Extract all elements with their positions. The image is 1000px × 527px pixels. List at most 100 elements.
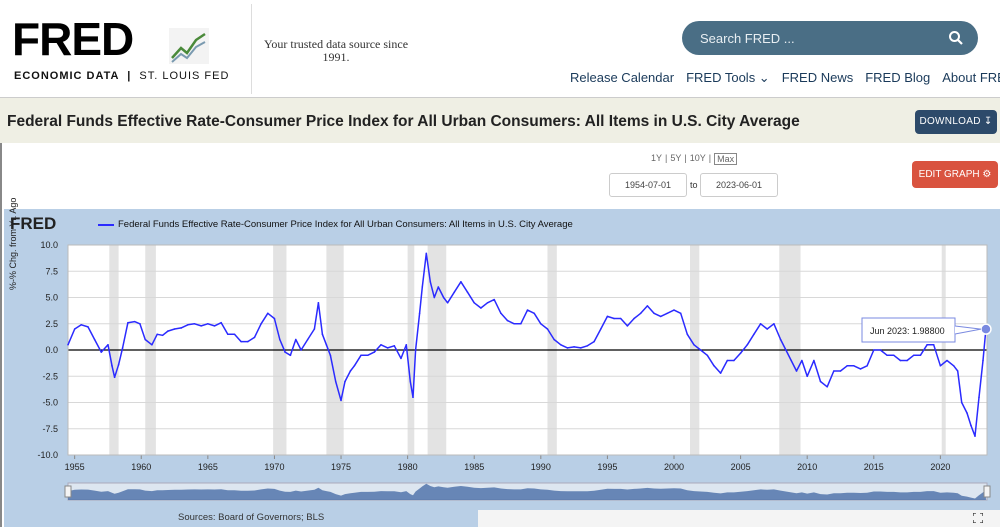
data-point	[666, 312, 669, 315]
nav-fred-blog[interactable]: FRED Blog	[865, 70, 931, 85]
download-button[interactable]: DOWNLOAD ↧	[915, 110, 997, 134]
data-point	[121, 347, 124, 349]
nav-about-fred[interactable]: About FRED ⌄	[942, 70, 1000, 85]
data-point	[686, 333, 689, 336]
range-selector: 1Y | 5Y | 10Y | Max	[651, 153, 738, 165]
data-point	[273, 317, 276, 320]
data-point	[866, 364, 868, 367]
data-point	[966, 412, 968, 414]
range-10y[interactable]: 10Y	[689, 153, 706, 163]
data-point	[974, 435, 976, 437]
data-point	[353, 364, 356, 367]
search-bar[interactable]	[682, 21, 978, 55]
data-point	[726, 359, 729, 362]
fred-logo[interactable]: FRED ECONOMIC DATA | ST. LOUIS FED	[12, 12, 228, 87]
header-divider	[251, 4, 252, 94]
data-point	[886, 354, 888, 357]
data-point	[520, 322, 522, 325]
fullscreen-icon[interactable]	[973, 513, 983, 523]
data-point	[779, 338, 782, 341]
data-point	[919, 354, 922, 357]
data-point	[409, 380, 412, 383]
main-nav: Release Calendar FRED Tools ⌄ FRED News …	[570, 70, 1000, 86]
chart-legend: Federal Funds Effective Rate-Consumer Pr…	[98, 219, 573, 230]
data-point	[313, 328, 316, 330]
legend-swatch	[98, 223, 114, 226]
data-point	[773, 322, 775, 325]
search-input[interactable]	[700, 29, 940, 47]
x-tick-label: 2015	[864, 462, 884, 472]
site-header: FRED ECONOMIC DATA | ST. LOUIS FED Your …	[0, 0, 1000, 97]
data-point	[213, 325, 216, 327]
gear-icon: ⚙	[982, 169, 992, 180]
data-point	[912, 354, 915, 357]
x-tick-label: 1960	[131, 462, 151, 472]
data-point	[227, 333, 229, 336]
download-icon: ↧	[983, 116, 993, 127]
data-point	[826, 385, 828, 388]
data-point	[653, 312, 655, 315]
data-point	[349, 370, 352, 372]
data-point	[790, 359, 793, 362]
data-point	[819, 380, 822, 383]
tooltip-text: Jun 2023: 1.98800	[870, 326, 945, 336]
data-point	[437, 286, 440, 288]
data-point	[613, 317, 615, 320]
x-tick-label: 1990	[531, 462, 551, 472]
data-point	[373, 351, 376, 353]
data-point	[982, 359, 984, 362]
data-point	[573, 346, 575, 348]
data-point	[442, 296, 445, 299]
data-point	[952, 364, 955, 367]
data-point	[93, 338, 96, 341]
nav-fred-news[interactable]: FRED News	[781, 70, 854, 85]
nav-release-calendar[interactable]: Release Calendar	[570, 70, 675, 85]
data-point	[87, 326, 89, 328]
data-point	[513, 322, 515, 325]
data-point	[559, 343, 562, 346]
data-point	[586, 345, 589, 347]
data-point	[207, 322, 209, 325]
data-point	[321, 333, 324, 336]
data-point	[329, 354, 332, 357]
data-point	[839, 370, 842, 372]
data-point	[639, 312, 642, 315]
x-tick-label: 1995	[597, 462, 617, 472]
data-point	[719, 372, 722, 374]
data-point	[960, 401, 963, 404]
data-point	[706, 354, 709, 357]
x-tick-label: 1970	[264, 462, 284, 472]
data-point	[73, 328, 76, 330]
range-max[interactable]: Max	[714, 153, 738, 165]
data-point	[220, 321, 222, 324]
date-to-input[interactable]: 2023-06-01	[700, 173, 778, 197]
edit-graph-button[interactable]: EDIT GRAPH ⚙	[912, 161, 998, 188]
search-icon[interactable]	[948, 30, 964, 46]
x-tick-label: 1965	[198, 462, 218, 472]
data-point	[879, 349, 882, 351]
date-from-input[interactable]: 1954-07-01	[609, 173, 687, 197]
y-tick-label: -2.5	[42, 371, 58, 381]
data-point	[284, 351, 286, 353]
data-point	[806, 375, 808, 378]
data-point	[193, 322, 196, 325]
series-title-bar: Federal Funds Effective Rate-Consumer Pr…	[0, 97, 1000, 143]
tooltip-marker	[980, 323, 992, 335]
data-point	[400, 357, 402, 360]
data-point	[113, 376, 116, 379]
data-point	[386, 347, 389, 349]
range-5y[interactable]: 5Y	[670, 153, 682, 163]
range-1y[interactable]: 1Y	[651, 153, 663, 163]
data-point	[446, 301, 449, 304]
data-point	[266, 312, 269, 315]
data-point	[733, 359, 735, 362]
data-point	[932, 343, 935, 346]
x-tick-label: 1980	[398, 462, 418, 472]
data-point	[486, 301, 489, 304]
nav-fred-tools[interactable]: FRED Tools ⌄	[686, 70, 770, 85]
x-tick-label: 2010	[797, 462, 817, 472]
data-point	[899, 359, 902, 362]
data-point	[67, 343, 69, 346]
legend-label: Federal Funds Effective Rate-Consumer Pr…	[118, 219, 573, 230]
